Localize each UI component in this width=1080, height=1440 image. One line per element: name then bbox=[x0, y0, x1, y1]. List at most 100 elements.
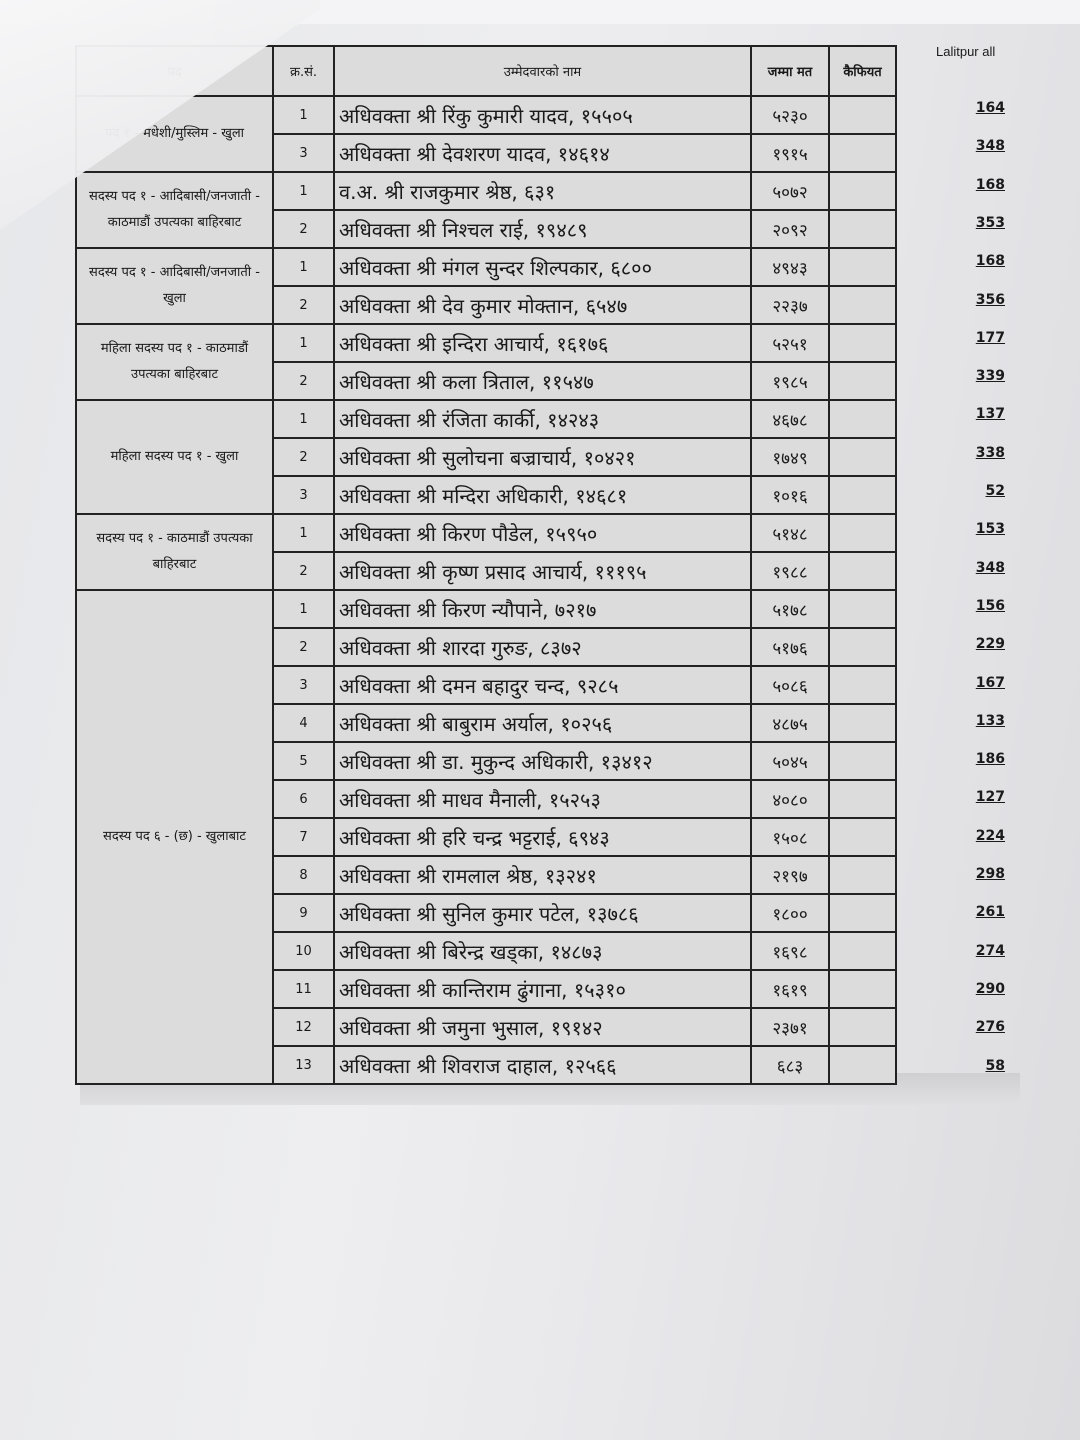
table-row: 2 अधिवक्ता श्री सुलोचना बज्राचार्य, १०४२१… bbox=[76, 437, 897, 477]
total-votes: ४८७५ bbox=[750, 703, 830, 743]
candidate-name: अधिवक्ता श्री बिरेन्द्र खड्का, १४८७३ bbox=[333, 931, 752, 971]
candidate-name: अधिवक्ता श्री देव कुमार मोक्तान, ६५४७ bbox=[333, 285, 752, 325]
lalitpur-votes: 356 bbox=[975, 291, 1005, 308]
lalitpur-column-title: Lalitpur all bbox=[936, 44, 996, 59]
header-serial: क्र.सं. bbox=[272, 45, 335, 97]
candidate-name: अधिवक्ता श्री कान्तिराम ढुंगाना, १५३१० bbox=[333, 969, 752, 1009]
lalitpur-votes: 137 bbox=[975, 406, 1005, 423]
total-votes: २३७१ bbox=[750, 1007, 830, 1047]
serial-number: 7 bbox=[272, 817, 335, 857]
remarks-cell bbox=[828, 95, 897, 135]
lalitpur-votes: 167 bbox=[975, 674, 1005, 691]
remarks-cell bbox=[828, 399, 897, 439]
table-row: 2 अधिवक्ता श्री कृष्ण प्रसाद आचार्य, १११९… bbox=[76, 551, 897, 591]
table-row: सदस्य पद १ - आदिबासी/जनजाती - काठमाडौं उ… bbox=[75, 171, 897, 249]
total-votes: ५२३० bbox=[750, 95, 830, 135]
remarks-cell bbox=[828, 247, 897, 287]
candidate-name: अधिवक्ता श्री सुनिल कुमार पटेल, १३७८६ bbox=[333, 893, 752, 933]
lalitpur-votes: 338 bbox=[975, 444, 1005, 461]
candidate-name: अधिवक्ता श्री कला त्रिताल, ११५४७ bbox=[333, 361, 752, 401]
serial-number: 5 bbox=[272, 741, 335, 781]
candidate-name: अधिवक्ता श्री देवशरण यादव, १४६१४ bbox=[333, 133, 752, 173]
table-row: पद १ - मधेशी/मुस्लिम - खुला 1 अधिवक्ता श्र… bbox=[75, 95, 897, 173]
header-remarks: कैफियत bbox=[828, 45, 897, 97]
lalitpur-votes: 261 bbox=[975, 904, 1005, 921]
remarks-cell bbox=[828, 779, 897, 819]
candidate-name: अधिवक्ता श्री रंजिता कार्की, १४२४३ bbox=[333, 399, 752, 439]
table-row: 11 अधिवक्ता श्री कान्तिराम ढुंगाना, १५३१०… bbox=[76, 969, 897, 1009]
remarks-cell bbox=[828, 133, 897, 173]
total-votes: २०९२ bbox=[750, 209, 830, 249]
table-row: सदस्य पद १ - आदिबासी/जनजाती - खुला 1 अधिवक… bbox=[75, 247, 897, 325]
serial-number: 1 bbox=[272, 399, 335, 439]
remarks-cell bbox=[828, 969, 897, 1009]
lalitpur-votes: 276 bbox=[975, 1019, 1005, 1036]
serial-number: 2 bbox=[272, 551, 335, 591]
remarks-cell bbox=[828, 1045, 897, 1085]
serial-number: 2 bbox=[272, 361, 335, 401]
serial-number: 8 bbox=[272, 855, 335, 895]
candidate-name: अधिवक्ता श्री इन्दिरा आचार्य, १६१७६ bbox=[333, 323, 752, 363]
serial-number: 1 bbox=[272, 589, 335, 629]
total-votes: ४९४३ bbox=[750, 247, 830, 287]
lalitpur-votes: 177 bbox=[975, 329, 1005, 346]
remarks-cell bbox=[828, 855, 897, 895]
serial-number: 2 bbox=[272, 285, 335, 325]
table-row: 2 अधिवक्ता श्री कला त्रिताल, ११५४७ १९८५ bbox=[76, 361, 897, 401]
serial-number: 2 bbox=[272, 627, 335, 667]
lalitpur-votes: 58 bbox=[985, 1057, 1005, 1074]
post-group-label: सदस्य पद १ - आदिबासी/जनजाती - काठमाडौं उ… bbox=[75, 171, 274, 249]
lalitpur-votes: 229 bbox=[975, 636, 1005, 653]
table-row: 2 अधिवक्ता श्री देव कुमार मोक्तान, ६५४७ २२… bbox=[76, 285, 897, 325]
remarks-cell bbox=[828, 437, 897, 477]
serial-number: 4 bbox=[272, 703, 335, 743]
lalitpur-votes: 224 bbox=[975, 827, 1005, 844]
serial-number: 9 bbox=[272, 893, 335, 933]
remarks-cell bbox=[828, 665, 897, 705]
remarks-cell bbox=[828, 323, 897, 363]
remarks-cell bbox=[828, 285, 897, 325]
lalitpur-votes: 168 bbox=[975, 253, 1005, 270]
serial-number: 13 bbox=[272, 1045, 335, 1085]
candidate-name: अधिवक्ता श्री किरण न्यौपाने, ७२१७ bbox=[333, 589, 752, 629]
serial-number: 2 bbox=[272, 209, 335, 249]
table-row: 9 अधिवक्ता श्री सुनिल कुमार पटेल, १३७८६ १८… bbox=[76, 893, 897, 933]
candidate-name: अधिवक्ता श्री हरि चन्द्र भट्टराई, ६९४३ bbox=[333, 817, 752, 857]
candidate-name: अधिवक्ता श्री मन्दिरा अधिकारी, १४६८१ bbox=[333, 475, 752, 515]
serial-number: 12 bbox=[272, 1007, 335, 1047]
table-row: 4 अधिवक्ता श्री बाबुराम अर्याल, १०२५६ ४८७५ bbox=[76, 703, 897, 743]
candidate-name: अधिवक्ता श्री माधव मैनाली, १५२५३ bbox=[333, 779, 752, 819]
table-row: 12 अधिवक्ता श्री जमुना भुसाल, १९१४२ २३७१ bbox=[76, 1007, 897, 1047]
header-total-votes: जम्मा मत bbox=[750, 45, 830, 97]
remarks-cell bbox=[828, 551, 897, 591]
table-row: 3 अधिवक्ता श्री मन्दिरा अधिकारी, १४६८१ १०१… bbox=[76, 475, 897, 515]
remarks-cell bbox=[828, 513, 897, 553]
lalitpur-votes: 298 bbox=[975, 866, 1005, 882]
lalitpur-votes: 348 bbox=[975, 559, 1005, 576]
serial-number: 6 bbox=[272, 779, 335, 819]
table-row: सदस्य पद १ - काठमाडौं उपत्यका बाहिरबाट 1 अ… bbox=[75, 513, 897, 591]
table-row: 6 अधिवक्ता श्री माधव मैनाली, १५२५३ ४०८० bbox=[76, 779, 897, 819]
candidate-name: अधिवक्ता श्री बाबुराम अर्याल, १०२५६ bbox=[333, 703, 752, 743]
remarks-cell bbox=[828, 817, 897, 857]
lalitpur-votes: 353 bbox=[975, 214, 1005, 231]
total-votes: ५०७२ bbox=[750, 171, 830, 211]
total-votes: १०१६ bbox=[750, 475, 830, 515]
serial-number: 1 bbox=[272, 513, 335, 553]
serial-number: 1 bbox=[272, 247, 335, 287]
remarks-cell bbox=[828, 703, 897, 743]
table-row: 8 अधिवक्ता श्री रामलाल श्रेष्ठ, १३२४१ २१९७ bbox=[76, 855, 897, 895]
serial-number: 3 bbox=[272, 133, 335, 173]
table-row: 10 अधिवक्ता श्री बिरेन्द्र खड्का, १४८७३ १६… bbox=[76, 931, 897, 971]
serial-number: 11 bbox=[272, 969, 335, 1009]
candidate-name: व.अ. श्री राजकुमार श्रेष्ठ, ६३१ bbox=[333, 171, 752, 211]
serial-number: 2 bbox=[272, 437, 335, 477]
remarks-cell bbox=[828, 931, 897, 971]
total-votes: ४६७८ bbox=[750, 399, 830, 439]
candidate-name: अधिवक्ता श्री किरण पौडेल, १५९५० bbox=[333, 513, 752, 553]
candidate-name: अधिवक्ता श्री दमन बहादुर चन्द, ९२८५ bbox=[333, 665, 752, 705]
post-group-label: सदस्य पद १ - काठमाडौं उपत्यका बाहिरबाट bbox=[75, 513, 274, 591]
serial-number: 10 bbox=[272, 931, 335, 971]
candidate-name: अधिवक्ता श्री रिंकु कुमारी यादव, १५५०५ bbox=[333, 95, 752, 135]
candidate-name: अधिवक्ता श्री शारदा गुरुङ, ८३७२ bbox=[333, 627, 752, 667]
